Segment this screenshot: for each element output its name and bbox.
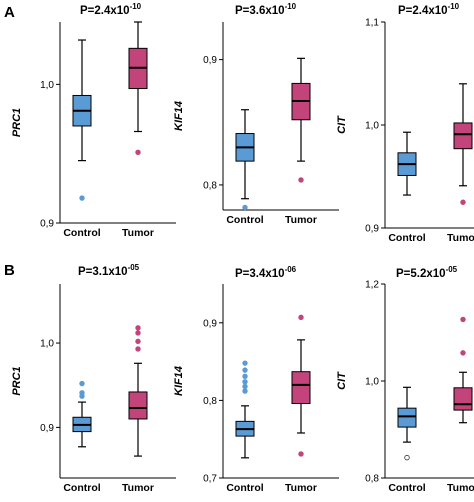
outlier-point: [135, 330, 141, 336]
chart-3: P=2.4x10-10 CIT 0,9 1,0 1,1 Control Tumor: [336, 2, 474, 244]
pvalue-label: P=3.4x10-06: [235, 265, 297, 280]
x-category-label: Tumor: [285, 214, 317, 226]
y-tick-label: 0,9: [40, 423, 54, 434]
outlier-point: [242, 360, 248, 366]
outlier-point: [298, 314, 304, 321]
y-tick-label: 0,9: [365, 224, 379, 235]
outlier-point: [135, 325, 141, 331]
box-iqr: [128, 391, 148, 420]
x-category-label: Control: [388, 232, 425, 244]
pvalue-label: P=2.4x10-10: [398, 2, 460, 17]
outlier-point: [242, 373, 248, 380]
y-tick-label: 1,0: [365, 377, 379, 388]
box-control: [235, 109, 255, 211]
box-tumor: [291, 314, 311, 457]
pvalue-label: P=2.4x10-10: [80, 2, 142, 17]
y-tick-label: 0,7: [203, 474, 217, 485]
box-tumor: [453, 83, 473, 205]
box-tumor: [128, 21, 148, 156]
outlier-point: [79, 195, 85, 201]
y-axis-label: KIF14: [173, 366, 185, 396]
y-tick-label: 1,1: [365, 18, 379, 29]
panel-label-a: A: [4, 4, 15, 21]
x-category-label: Control: [226, 482, 263, 494]
outlier-point: [242, 383, 248, 390]
y-tick-label: 0,9: [203, 55, 217, 66]
y-axis-label: CIT: [336, 371, 348, 390]
chart-6: P=5.2x10-05 CIT 0,8 1,0 1,2 Control Tumor: [336, 265, 474, 494]
chart-1: P=2.4x10-10 PRC1 0,9 1,0 Control Tumor: [11, 2, 176, 239]
y-tick-label: 0,9: [40, 219, 54, 230]
pvalue-label: P=3.6x10-10: [235, 2, 297, 17]
y-tick-label: 0,8: [203, 180, 217, 191]
panel-label-b: B: [4, 262, 15, 279]
box-iqr: [453, 122, 473, 150]
y-tick-label: 0,8: [203, 396, 217, 407]
box-control: [72, 380, 92, 448]
outlier-point: [460, 316, 466, 323]
pvalue-label: P=3.1x10-05: [78, 263, 140, 278]
x-category-label: Control: [63, 227, 100, 239]
outlier-point: [298, 177, 304, 183]
outlier-point: [135, 338, 141, 345]
outlier-point: [460, 350, 466, 356]
pvalue-label: P=5.2x10-05: [396, 265, 458, 280]
box-control: [235, 360, 255, 459]
y-tick-label: 1,0: [40, 339, 54, 350]
outlier-point: [298, 451, 304, 457]
y-axis-label: PRC1: [11, 366, 23, 395]
chart-5: P=3.4x10-06 KIF14 0,7 0,8 0,9 Control Tumor: [173, 265, 339, 494]
box-tumor: [128, 325, 148, 457]
x-category-label: Tumor: [447, 482, 474, 494]
x-category-label: Tumor: [122, 482, 154, 494]
x-category-label: Tumor: [122, 227, 154, 239]
y-tick-label: 1,2: [365, 280, 379, 291]
y-tick-label: 0,8: [365, 474, 379, 485]
outlier-point: [404, 454, 410, 461]
outlier-point: [242, 379, 248, 385]
y-tick-label: 1,0: [365, 121, 379, 132]
box-control: [397, 131, 417, 196]
box-iqr: [453, 387, 473, 411]
x-category-label: Control: [388, 482, 425, 494]
box-iqr: [397, 407, 417, 428]
y-axis-label: KIF14: [173, 101, 185, 131]
x-category-label: Tumor: [447, 232, 474, 244]
y-axis-label: CIT: [336, 115, 348, 134]
box-tumor: [291, 57, 311, 183]
box-iqr: [291, 371, 311, 405]
box-control: [72, 39, 92, 201]
chart-2: P=3.6x10-10 KIF14 0,8 0,9 Control Tumor: [173, 2, 339, 226]
outlier-point: [460, 199, 466, 205]
y-tick-label: 0,9: [203, 318, 217, 329]
box-control: [397, 386, 417, 461]
box-tumor: [453, 316, 473, 424]
x-category-label: Control: [226, 214, 263, 226]
y-tick-label: 1,0: [40, 80, 54, 91]
outlier-point: [242, 367, 248, 373]
y-axis-label: PRC1: [11, 108, 23, 137]
x-category-label: Tumor: [285, 482, 317, 494]
outlier-point: [79, 380, 85, 387]
outlier-point: [135, 149, 141, 156]
x-category-label: Control: [63, 482, 100, 494]
outlier-point: [135, 346, 141, 352]
chart-4: P=3.1x10-05 PRC1 0,9 1,0 Control Tumor: [11, 263, 176, 494]
outlier-point: [242, 388, 248, 394]
outlier-point: [79, 393, 85, 399]
outlier-point: [242, 204, 248, 211]
